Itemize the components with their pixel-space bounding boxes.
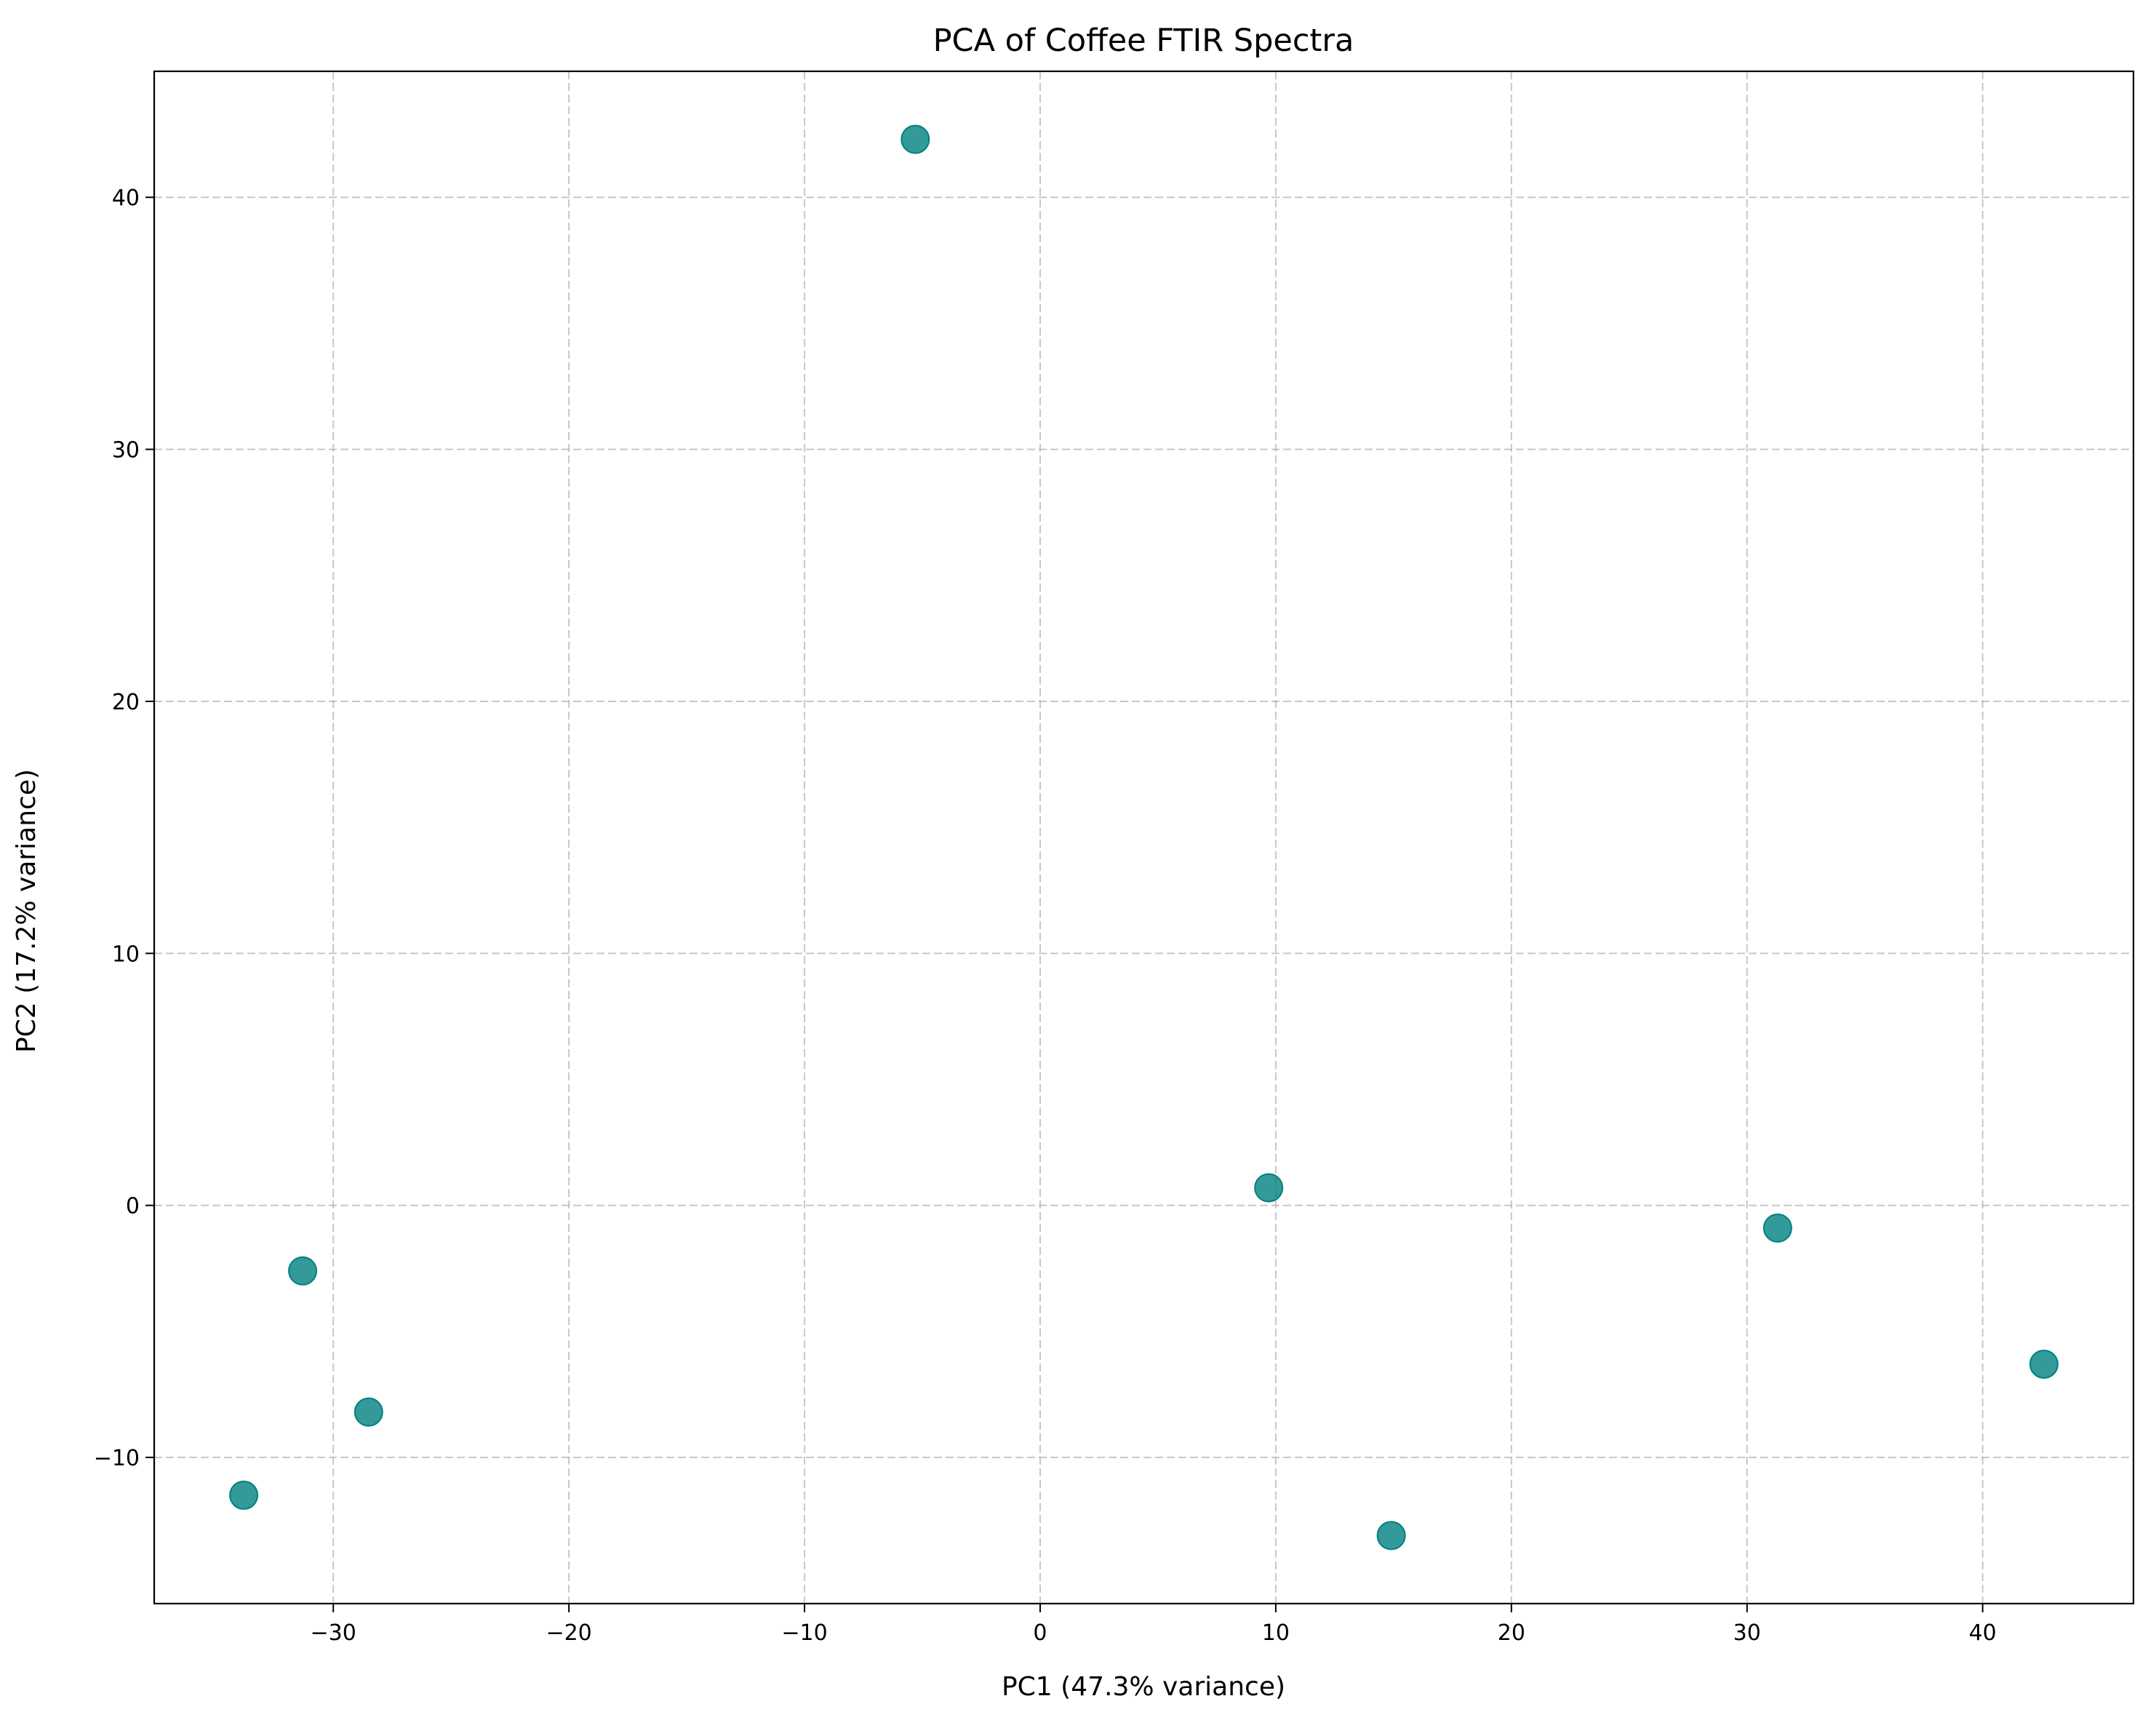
y-axis-ticks: −10 0 10 20 30 40 [94,186,154,1471]
data-point [229,1481,259,1510]
y-tick-label: 20 [112,690,140,715]
x-tick-label: 10 [1262,1620,1290,1646]
x-tick-label: 30 [1733,1620,1761,1646]
y-tick-label: 0 [126,1194,140,1219]
x-tick-label: 40 [1969,1620,1997,1646]
grid [154,71,2133,1604]
x-tick-label: −10 [781,1620,827,1646]
x-axis-ticks: −30 −20 −10 0 10 20 30 40 [311,1604,1997,1646]
x-tick-label: −20 [546,1620,591,1646]
x-tick-label: 0 [1033,1620,1047,1646]
data-point [354,1397,383,1427]
y-tick-label: −10 [94,1446,140,1471]
y-tick-label: 30 [112,438,140,463]
x-tick-label: −30 [311,1620,356,1646]
chart-title: PCA of Coffee FTIR Spectra [933,23,1354,59]
y-tick-label: 40 [112,186,140,211]
x-tick-label: 20 [1498,1620,1525,1646]
data-point [901,124,930,154]
data-point [1762,1213,1792,1243]
plot-frame [153,70,2135,1605]
data-point [2029,1349,2059,1379]
x-axis-title: PC1 (47.3% variance) [1002,1672,1285,1702]
data-point [288,1256,318,1286]
data-points [229,124,2059,1550]
data-point [1376,1521,1406,1550]
y-tick-label: 10 [112,941,140,967]
y-axis-title: PC2 (17.2% variance) [12,769,41,1053]
data-point [1254,1173,1284,1203]
